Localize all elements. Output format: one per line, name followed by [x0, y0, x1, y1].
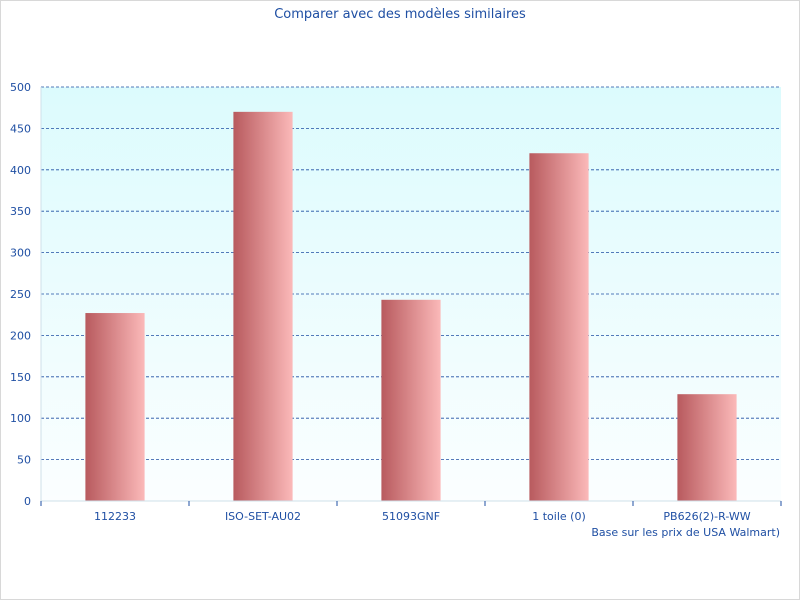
x-tick-label: 1 toile (0): [532, 510, 586, 523]
price-source-note: Base sur les prix de USA Walmart): [591, 526, 780, 539]
bar: [529, 153, 589, 502]
y-tick-label: 150: [10, 371, 31, 384]
bar: [85, 313, 145, 501]
y-tick-label: 500: [10, 81, 31, 94]
bar: [381, 299, 441, 501]
y-tick-label: 350: [10, 205, 31, 218]
y-tick-label: 200: [10, 329, 31, 342]
y-tick-label: 50: [17, 454, 31, 467]
x-tick-label: 51093GNF: [382, 510, 440, 523]
bar: [233, 111, 293, 501]
y-tick-label: 300: [10, 247, 31, 260]
y-tick-label: 0: [24, 495, 31, 508]
axes: [40, 87, 782, 506]
y-tick-label: 250: [10, 288, 31, 301]
y-tick-label: 100: [10, 412, 31, 425]
x-tick-label: 112233: [94, 510, 136, 523]
tick-labels: 0 50 100 150 200 250 300 350 400 450 500 112233 ISO-…: [10, 81, 751, 523]
x-tick-label: PB626(2)-R-WW: [663, 510, 750, 523]
bar: [677, 394, 737, 501]
x-tick-label: ISO-SET-AU02: [225, 510, 301, 523]
bars: [85, 111, 737, 502]
y-tick-label: 450: [10, 122, 31, 135]
y-tick-label: 400: [10, 164, 31, 177]
chart-title: Comparer avec des modèles similaires: [274, 7, 526, 22]
